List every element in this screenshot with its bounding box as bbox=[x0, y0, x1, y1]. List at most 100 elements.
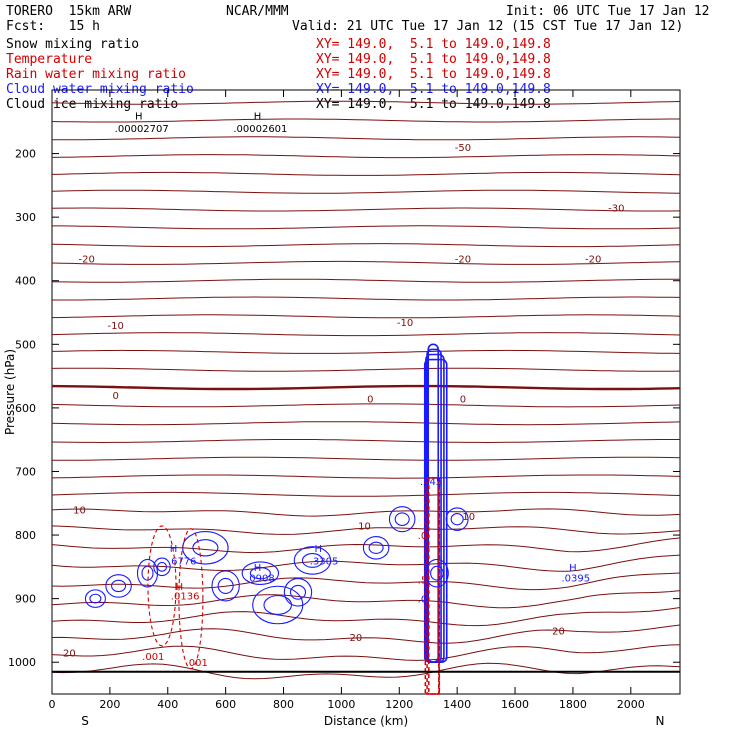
x-tick-label: 2000 bbox=[617, 698, 645, 711]
cloud-water-contour bbox=[263, 595, 293, 615]
temperature-contour-label: -20 bbox=[585, 254, 601, 265]
isotherm-line bbox=[51, 572, 681, 591]
y-tick-label: 1000 bbox=[8, 656, 36, 669]
extremum-label: .0908 bbox=[246, 574, 275, 585]
isotherm-line bbox=[52, 296, 681, 301]
model-label: TORERO 15km ARW bbox=[6, 4, 132, 19]
isotherm-line bbox=[51, 508, 681, 517]
y-tick-label: 400 bbox=[15, 275, 36, 288]
extremum-label: H bbox=[314, 544, 322, 555]
isotherm-line bbox=[52, 225, 681, 230]
y-axis-label: Pressure (hPa) bbox=[3, 349, 17, 435]
cloud-water-column-contour bbox=[427, 343, 440, 664]
extremum-label: .0 bbox=[418, 531, 428, 542]
extremum-label: H bbox=[135, 111, 143, 122]
isotherm-line bbox=[51, 537, 681, 554]
cloud-water-contour bbox=[293, 546, 332, 575]
field-xy-rain: XY= 149.0, 5.1 to 149.0,149.8 bbox=[316, 67, 551, 82]
forecast-hour-label: Fcst: 15 h bbox=[6, 19, 100, 34]
extremum-label: .0 bbox=[418, 595, 428, 606]
cloud-water-contour bbox=[283, 577, 313, 607]
temperature-contour-label: 10 bbox=[358, 522, 371, 533]
cloud-water-contour bbox=[249, 567, 271, 580]
cloud-water-contour bbox=[252, 585, 304, 625]
x-tick-label: 800 bbox=[273, 698, 294, 711]
cloud-water-contour bbox=[105, 574, 132, 598]
cloud-water-contour bbox=[430, 565, 444, 581]
extremum-label: .3305 bbox=[310, 556, 339, 567]
temperature-contour-label: 0 bbox=[367, 394, 373, 405]
extremum-label: .5 bbox=[418, 576, 428, 587]
y-tick-label: 700 bbox=[15, 465, 36, 478]
extremum-label: .6776 bbox=[168, 556, 197, 567]
isotherm-line bbox=[51, 332, 681, 337]
cloud-water-contour bbox=[141, 565, 154, 581]
y-tick-label: 200 bbox=[15, 148, 36, 161]
cloud-water-contour bbox=[84, 589, 106, 608]
cloud-water-contour bbox=[301, 553, 324, 568]
cloud-water-contour bbox=[241, 561, 280, 586]
x-tick-label: 600 bbox=[215, 698, 236, 711]
cloud-water-contour bbox=[192, 539, 219, 557]
x-tick-label: 1400 bbox=[443, 698, 471, 711]
y-tick-label: 800 bbox=[15, 529, 36, 542]
init-label: Init: 06 UTC Tue 17 Jan 12 bbox=[506, 4, 710, 19]
y-tick-label: 300 bbox=[15, 211, 36, 224]
extremum-label: .001 bbox=[142, 652, 164, 663]
rain-column-contour bbox=[428, 477, 440, 695]
cloud-water-contour bbox=[445, 507, 469, 531]
x-tick-label: 1800 bbox=[559, 698, 587, 711]
extremum-label: .0395 bbox=[561, 574, 590, 585]
temperature-contour-label: -20 bbox=[455, 254, 471, 265]
isotherm-line bbox=[51, 367, 681, 372]
isotherm-line bbox=[51, 207, 681, 212]
temperature-contour-label: -10 bbox=[107, 321, 123, 332]
y-tick-label: 500 bbox=[15, 338, 36, 351]
isotherm-line bbox=[51, 607, 681, 627]
extremum-label: .001 bbox=[186, 658, 208, 669]
x-axis-north-label: N bbox=[656, 714, 665, 728]
isotherm-line bbox=[51, 100, 681, 105]
center-label: NCAR/MMM bbox=[226, 4, 289, 19]
rain-water-contour bbox=[178, 528, 204, 670]
field-xy-snow: XY= 149.0, 5.1 to 149.0,149.8 bbox=[316, 37, 551, 52]
cloud-water-contour bbox=[394, 512, 410, 526]
x-axis-south-label: S bbox=[81, 714, 89, 728]
extremum-label: H bbox=[176, 582, 184, 593]
isotherm-line bbox=[51, 421, 681, 426]
temperature-contour-label: 10 bbox=[73, 506, 86, 517]
rain-water-contour bbox=[147, 525, 177, 647]
cloud-water-contour bbox=[153, 557, 171, 577]
extremum-label: .545 bbox=[420, 477, 442, 488]
isotherm-line bbox=[51, 439, 680, 444]
isotherm-line bbox=[51, 456, 681, 461]
isotherm-line bbox=[51, 260, 681, 265]
extremum-label: .00002707 bbox=[115, 124, 169, 135]
y-tick-label: 900 bbox=[15, 593, 36, 606]
isotherm-line bbox=[51, 189, 681, 194]
isotherm-line bbox=[51, 554, 681, 572]
axis-ticks: 0 200 400 600 800 1000 1200 1400 1600 1800 2000200… bbox=[8, 90, 680, 711]
contour-labels: -50 -30 -20 -20 -20 -10 -10 0 0 0 10 10 10 20 20 20 H .00… bbox=[63, 111, 625, 669]
cloud-water-contour bbox=[368, 541, 384, 554]
temperature-contour-label: -30 bbox=[608, 204, 624, 215]
x-tick-label: 1000 bbox=[327, 698, 355, 711]
x-axis-label: Distance (km) bbox=[324, 714, 408, 728]
cloud-water-contour bbox=[211, 570, 240, 602]
temperature-contour-label: -20 bbox=[79, 254, 95, 265]
mixing-ratio-contours bbox=[84, 343, 469, 695]
isotherm-line bbox=[51, 590, 681, 609]
extremum-label: .0136 bbox=[171, 591, 200, 602]
extremum-label: H bbox=[254, 563, 262, 574]
x-tick-label: 1200 bbox=[385, 698, 413, 711]
extremum-label: .00002601 bbox=[233, 124, 287, 135]
cloud-water-contour bbox=[362, 535, 390, 560]
isotherm-line bbox=[51, 314, 681, 319]
temperature-contour-label: -50 bbox=[455, 143, 471, 154]
isotherm-line bbox=[51, 278, 680, 283]
field-name-snow: Snow mixing ratio bbox=[6, 37, 140, 52]
isotherm-line bbox=[51, 662, 681, 680]
cloud-water-contour bbox=[424, 558, 449, 588]
isotherm-line bbox=[51, 384, 681, 391]
